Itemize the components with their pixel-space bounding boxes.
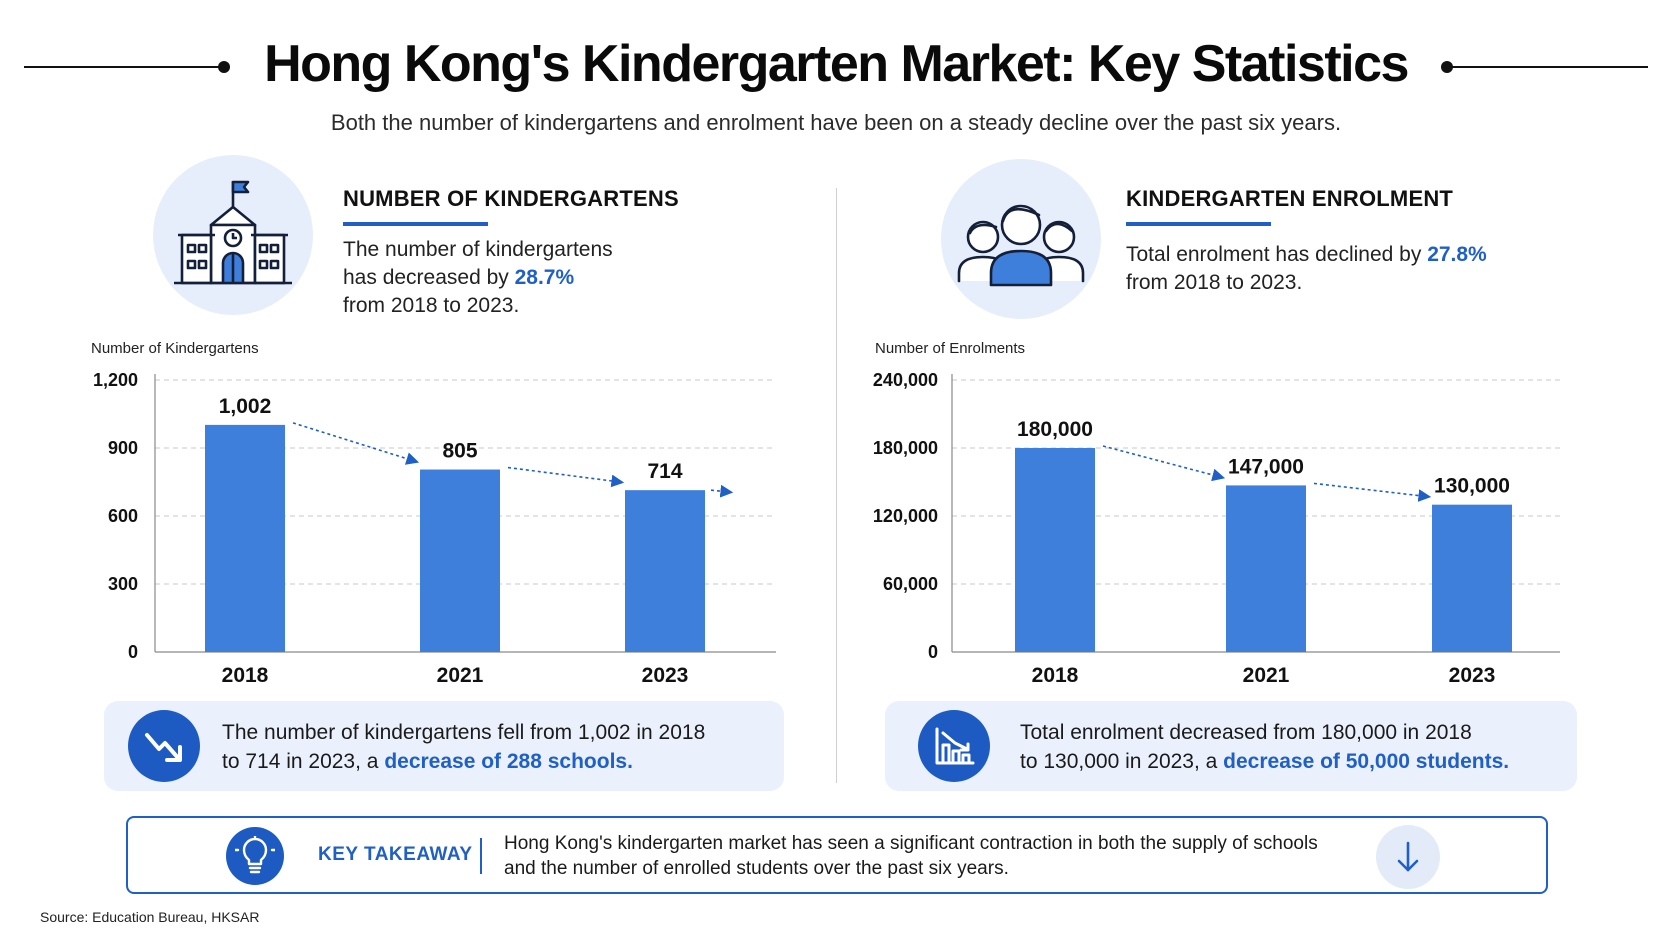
trend-arrow xyxy=(1102,445,1226,482)
bar-2021 xyxy=(1226,485,1306,652)
chart-kindergartens: 0 300 600 900 1,200 1,002 2018 805 2021 714 2023 xyxy=(0,0,836,705)
y-tick-label: 60,000 xyxy=(883,574,938,594)
kindergartens-decline-percent: 28.7% xyxy=(514,266,575,289)
desc-text: has decreased by xyxy=(343,266,515,289)
bar-2018 xyxy=(1015,448,1095,652)
bar-2021 xyxy=(420,469,500,652)
desc-line: Total enrolment has declined by 27.8% xyxy=(1126,241,1566,269)
summary-line: to 714 in 2023, a decrease of 288 school… xyxy=(222,747,782,776)
x-tick-label: 2023 xyxy=(642,664,689,687)
data-label-2018: 1,002 xyxy=(219,395,272,418)
chart-enrolment-ylabel: Number of Enrolments xyxy=(875,340,1026,357)
desc-text: Total enrolment has declined by xyxy=(1126,243,1428,266)
enrolment-summary-text: Total enrolment decreased from 180,000 i… xyxy=(1020,718,1570,776)
desc-line: has decreased by 28.7% xyxy=(343,264,763,292)
data-label-2021: 147,000 xyxy=(1228,455,1304,478)
students-group-icon xyxy=(941,159,1101,319)
y-tick-label: 600 xyxy=(108,506,138,526)
takeaway-line: Hong Kong's kindergarten market has seen… xyxy=(504,833,1318,854)
y-tick-label: 0 xyxy=(128,642,138,662)
summary-text: to 130,000 in 2023, a xyxy=(1020,750,1224,773)
enrolment-summary-box: Total enrolment decreased from 180,000 i… xyxy=(885,701,1577,791)
lightbulb-icon xyxy=(226,827,284,885)
chart-enrolment-svg: 0 60,000 120,000 180,000 240,000 180,000 2018 1… xyxy=(873,370,1560,687)
page-subtitle: Both the number of kindergartens and enr… xyxy=(330,110,1342,135)
title-dot-left xyxy=(218,61,230,73)
y-tick-label: 0 xyxy=(928,642,938,662)
x-tick-label: 2021 xyxy=(1243,664,1290,687)
enrolment-decline-percent: 27.8% xyxy=(1427,243,1487,266)
trend-arrow xyxy=(507,466,625,488)
data-label-2023: 714 xyxy=(647,460,682,483)
enrolment-description: Total enrolment has declined by 27.8% fr… xyxy=(1126,241,1566,297)
x-tick-label: 2023 xyxy=(1449,664,1496,687)
source-note: Source: Education Bureau, HKSAR xyxy=(40,909,260,925)
title-rule-left xyxy=(24,66,224,68)
declining-bar-chart-icon xyxy=(918,710,990,782)
kindergartens-heading: NUMBER OF KINDERGARTENS xyxy=(343,186,679,211)
x-tick-label: 2018 xyxy=(1032,664,1079,687)
chart-kindergartens-svg: 0 300 600 900 1,200 1,002 2018 805 2021 714 2023 xyxy=(93,370,776,687)
title-rule-right xyxy=(1446,66,1648,68)
desc-line: from 2018 to 2023. xyxy=(1126,271,1303,294)
desc-line: The number of kindergartens xyxy=(343,238,613,261)
bar-2023 xyxy=(1432,504,1512,652)
data-label-2021: 805 xyxy=(442,440,477,463)
panel-divider xyxy=(836,188,837,783)
kindergartens-description: The number of kindergartens has decrease… xyxy=(343,236,763,320)
key-takeaway-separator xyxy=(480,838,482,874)
key-takeaway-label: KEY TAKEAWAY xyxy=(318,844,473,865)
key-takeaway-text: Hong Kong's kindergarten market has seen… xyxy=(504,831,1344,881)
page-title: Hong Kong's Kindergarten Market: Key Sta… xyxy=(264,35,1409,93)
chart-enrolment: 0 60,000 120,000 180,000 240,000 180,000 2018 1… xyxy=(873,370,1560,687)
enrolment-heading: KINDERGARTEN ENROLMENT xyxy=(1126,186,1454,211)
desc-line: from 2018 to 2023. xyxy=(343,294,520,317)
x-tick-label: 2018 xyxy=(222,664,269,687)
chart-kindergartens-ylabel: Number of Kindergartens xyxy=(91,340,259,357)
y-tick-label: 1,200 xyxy=(93,370,138,390)
school-building-icon xyxy=(153,155,313,315)
kindergartens-decrease-highlight: decrease of 288 schools. xyxy=(384,750,633,773)
y-tick-label: 240,000 xyxy=(873,370,938,390)
enrolment-decrease-highlight: decrease of 50,000 students. xyxy=(1223,750,1510,773)
y-tick-label: 300 xyxy=(108,574,138,594)
title-row: Hong Kong's Kindergarten Market: Key Sta… xyxy=(0,30,1672,100)
y-tick-label: 900 xyxy=(108,438,138,458)
x-tick-label: 2021 xyxy=(437,664,484,687)
bar-2018 xyxy=(205,424,285,652)
summary-line: Total enrolment decreased from 180,000 i… xyxy=(1020,721,1472,744)
key-takeaway-box: KEY TAKEAWAY Hong Kong's kindergarten ma… xyxy=(126,816,1548,894)
y-tick-label: 120,000 xyxy=(873,506,938,526)
data-label-2018: 180,000 xyxy=(1017,418,1093,441)
summary-text: to 714 in 2023, a xyxy=(222,750,385,773)
bar-2023 xyxy=(625,490,705,652)
data-label-2023: 130,000 xyxy=(1434,475,1510,498)
kindergartens-heading-rule xyxy=(343,222,488,226)
kindergartens-summary-text: The number of kindergartens fell from 1,… xyxy=(222,718,782,776)
y-tick-label: 180,000 xyxy=(873,438,938,458)
trend-arrow xyxy=(1313,482,1432,502)
enrolment-heading-rule xyxy=(1126,222,1271,226)
trend-down-arrow-icon xyxy=(128,710,200,782)
summary-line: The number of kindergartens fell from 1,… xyxy=(222,721,706,744)
arrow-down-icon xyxy=(1376,825,1440,889)
kindergartens-summary-box: The number of kindergartens fell from 1,… xyxy=(104,701,784,791)
takeaway-line: and the number of enrolled students over… xyxy=(504,858,1009,879)
summary-line: to 130,000 in 2023, a decrease of 50,000… xyxy=(1020,747,1570,776)
